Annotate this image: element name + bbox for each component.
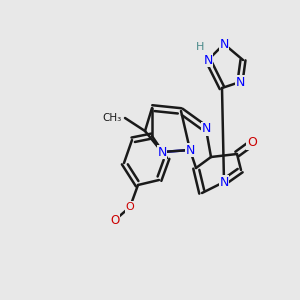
- Text: N: N: [203, 53, 213, 67]
- Text: N: N: [185, 143, 195, 157]
- Text: N: N: [201, 122, 211, 136]
- Text: N: N: [157, 146, 167, 158]
- Text: CH₃: CH₃: [103, 113, 122, 123]
- Text: O: O: [126, 202, 134, 212]
- Text: H: H: [196, 42, 204, 52]
- Text: O: O: [247, 136, 257, 149]
- Text: N: N: [219, 176, 229, 188]
- Text: O: O: [111, 215, 119, 225]
- Text: O: O: [110, 214, 120, 226]
- Text: N: N: [235, 76, 245, 88]
- Text: N: N: [219, 38, 229, 50]
